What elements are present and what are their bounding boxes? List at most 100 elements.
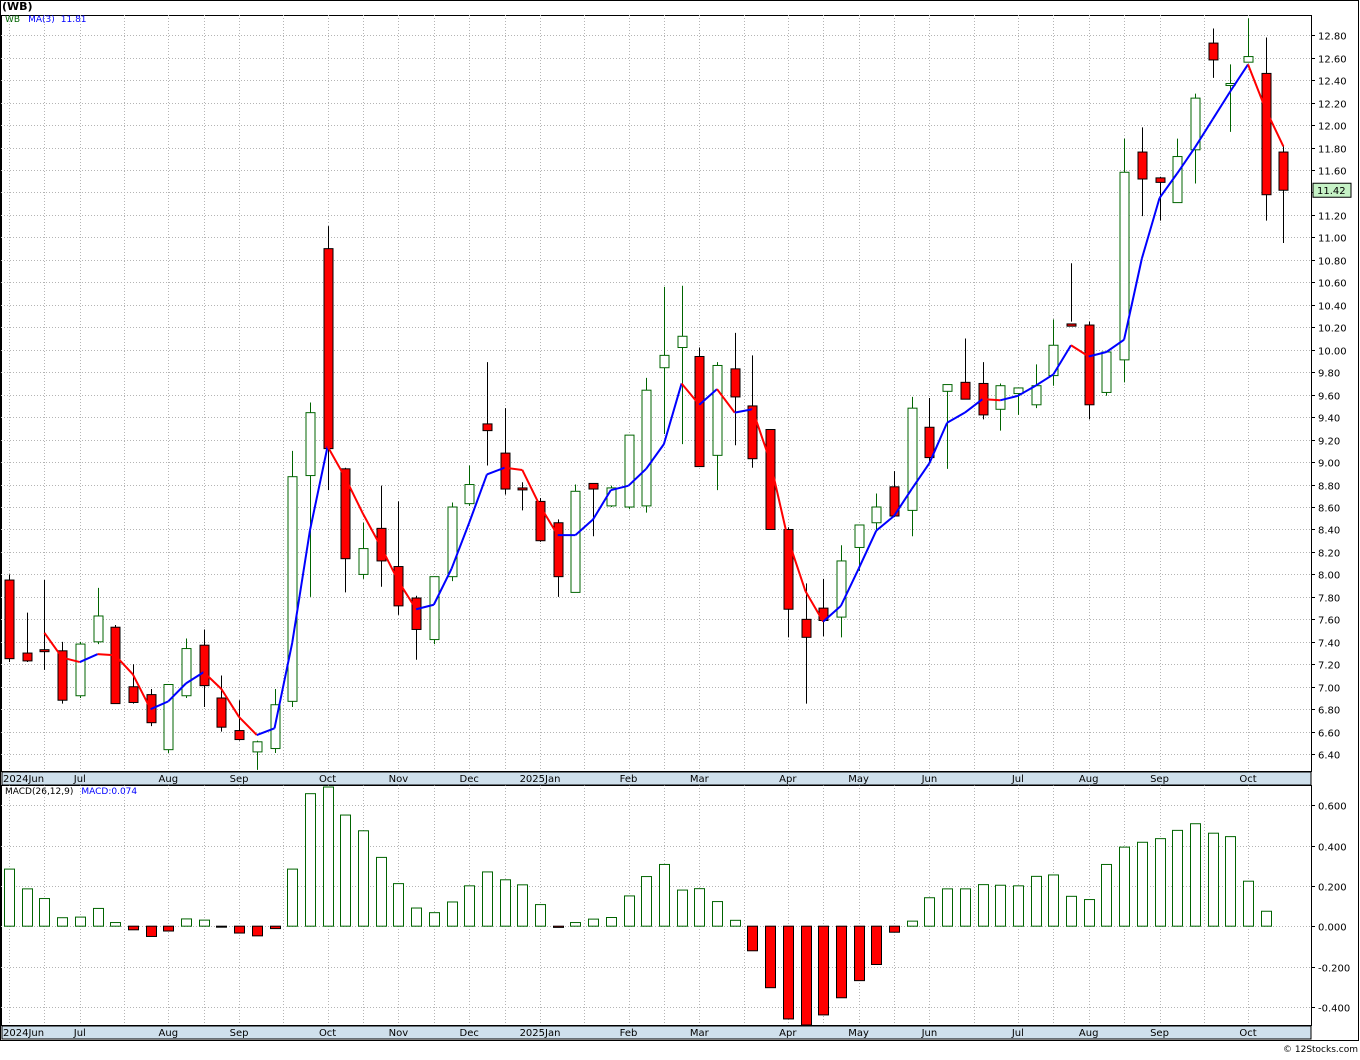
macd-bar-negative <box>146 925 157 937</box>
macd-bar-positive <box>1155 838 1166 927</box>
macd-value: MACD:0.074 <box>81 787 138 797</box>
macd-bar-positive <box>1172 829 1183 927</box>
month-label: Apr <box>779 774 797 785</box>
ma-segment <box>1264 108 1285 147</box>
candle-down <box>1208 42 1219 61</box>
candle-up <box>570 490 581 593</box>
macd-bar-positive <box>4 868 15 927</box>
ma-segment <box>1035 373 1054 387</box>
candle-down <box>216 697 227 728</box>
candle-up <box>163 684 174 751</box>
price-y-tick-label: 10.00 <box>1318 347 1347 358</box>
ma-segment <box>1211 90 1232 121</box>
macd-bar-positive <box>358 830 369 927</box>
candle-up <box>93 615 104 643</box>
month-label: Mar <box>690 1028 710 1039</box>
month-label: Oct <box>319 1028 336 1039</box>
candle-down <box>376 527 387 562</box>
macd-bar-positive <box>588 918 599 927</box>
month-label: Aug <box>1079 774 1099 785</box>
ma-segment <box>397 580 417 610</box>
ma-line <box>43 63 1285 736</box>
month-label: Aug <box>1079 1028 1099 1039</box>
macd-bar-positive <box>340 814 351 927</box>
macd-bar-negative <box>801 925 812 1026</box>
footer-credit: © 12Stocks.com <box>1283 1045 1358 1055</box>
macd-y-tick-label: 0.600 <box>1318 802 1347 813</box>
price-y-tick-label: 7.60 <box>1318 616 1340 627</box>
macd-bar-positive <box>730 919 741 927</box>
price-y-tick-label: 10.40 <box>1318 302 1347 313</box>
month-label: Sep <box>230 774 249 785</box>
candle-down <box>747 405 758 460</box>
price-month-band <box>1 771 1312 786</box>
candle-down <box>1155 177 1166 183</box>
macd-bar-positive <box>570 922 581 927</box>
month-label: Jul <box>73 1028 86 1039</box>
ma-segment <box>291 530 311 644</box>
macd-bar-positive <box>535 904 546 927</box>
ma-segment <box>79 653 98 663</box>
macd-bar-positive <box>1084 899 1095 927</box>
month-label: Mar <box>690 774 710 785</box>
macd-bar-positive <box>1243 880 1254 927</box>
macd-bar-positive <box>659 863 670 927</box>
macd-bar-positive <box>942 888 953 927</box>
month-label: Sep <box>230 1028 249 1039</box>
month-label: Sep <box>1150 1028 1169 1039</box>
price-y-tick-label: 8.40 <box>1318 526 1340 537</box>
ma-label: MA(3) <box>28 15 55 25</box>
candle-down <box>801 618 812 638</box>
candle-up <box>1031 385 1042 406</box>
candle-down <box>393 566 404 607</box>
macd-bar-positive <box>93 907 104 927</box>
macd-bar-positive <box>39 898 50 927</box>
price-y-tick-label: 12.20 <box>1318 100 1347 111</box>
ma-segment <box>97 653 116 657</box>
candle-up <box>358 548 369 575</box>
macd-bar-positive <box>110 922 121 927</box>
ma-segment <box>592 489 612 520</box>
candle-up <box>447 506 458 578</box>
macd-y-tick-label: -0.200 <box>1318 964 1350 975</box>
candle-down <box>411 597 422 630</box>
chart-title: (WB) <box>2 0 33 13</box>
candle-up <box>1172 156 1183 204</box>
macd-bar-positive <box>924 897 935 927</box>
macd-bar-negative <box>871 925 882 965</box>
ma-segment <box>698 388 718 406</box>
macd-bar-positive <box>22 888 33 927</box>
price-y-tick-label: 9.80 <box>1318 369 1340 380</box>
month-label: Dec <box>460 774 479 785</box>
month-label: Oct <box>319 774 336 785</box>
month-label: Dec <box>460 1028 479 1039</box>
macd-bar-positive <box>376 856 387 927</box>
ma-segment <box>839 568 860 607</box>
ma-segment <box>521 469 541 507</box>
macd-bar-positive <box>500 879 511 927</box>
ma-segment <box>1070 344 1090 358</box>
ma-segment <box>362 513 382 547</box>
candle-down <box>500 452 511 490</box>
ma-segment <box>1194 118 1214 149</box>
ma-segment <box>167 682 187 703</box>
macd-bar-positive <box>1137 841 1148 927</box>
price-y-tick-label: 8.00 <box>1318 571 1340 582</box>
macd-bar-positive <box>1225 836 1236 927</box>
macd-bar-positive <box>429 912 440 927</box>
candle-up <box>75 643 86 697</box>
last-price-label: 11.42 <box>1317 186 1346 197</box>
macd-bar-positive <box>1190 823 1201 927</box>
candle-down <box>1084 324 1095 406</box>
macd-bar-positive <box>978 884 989 927</box>
price-y-tick-label: 8.20 <box>1318 549 1340 560</box>
candle-down <box>340 468 351 560</box>
macd-bar-positive <box>1119 846 1130 927</box>
macd-bar-negative <box>553 925 564 928</box>
price-y-tick-label: 11.00 <box>1318 234 1347 245</box>
candle-down <box>924 426 935 459</box>
macd-bar-negative <box>128 925 139 931</box>
ma-segment <box>627 468 647 487</box>
month-label: 2025Jan <box>520 774 561 785</box>
ma-segment <box>769 460 789 539</box>
